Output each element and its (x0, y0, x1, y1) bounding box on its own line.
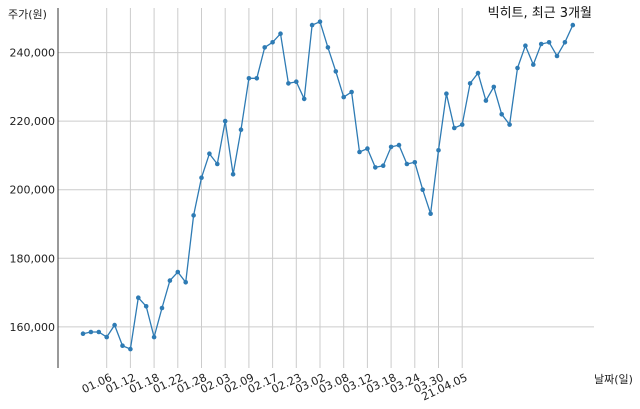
y-tick-label: 160,000 (10, 321, 56, 334)
data-point (246, 76, 252, 81)
data-point (436, 148, 441, 153)
grid-lines (58, 8, 594, 368)
data-point (112, 322, 117, 328)
y-tick-labels: 160,000 180,000 200,000 220,000 240,000 (10, 47, 56, 334)
data-point (151, 334, 157, 340)
y-axis-label: 주가(원) (8, 8, 47, 21)
y-tick-label: 220,000 (10, 115, 56, 128)
x-tick-label: 21.04.05 (420, 371, 470, 403)
y-tick-label: 240,000 (10, 47, 56, 60)
data-point (286, 81, 291, 86)
data-point (396, 142, 402, 148)
data-point (143, 304, 149, 309)
data-point (207, 151, 212, 156)
data-point (467, 81, 473, 86)
data-point (507, 122, 512, 127)
data-point (562, 40, 568, 45)
data-point (309, 22, 315, 28)
data-point (373, 165, 378, 170)
data-point (444, 91, 449, 96)
data-point (357, 149, 362, 155)
y-tick-label: 200,000 (10, 184, 56, 197)
x-axis-label: 날짜(일) (594, 372, 633, 386)
data-point (183, 280, 188, 285)
data-point (452, 125, 457, 131)
data-point (475, 70, 481, 76)
data-point (230, 172, 236, 177)
data-point (333, 69, 339, 74)
data-point (80, 331, 86, 337)
data-point (278, 31, 283, 36)
data-point (191, 213, 196, 218)
data-point (254, 76, 260, 81)
data-point (499, 112, 505, 117)
data-point (491, 84, 497, 90)
data-point (167, 278, 173, 283)
data-point (570, 22, 576, 28)
data-point (262, 45, 268, 50)
data-point (88, 329, 94, 335)
data-point (483, 98, 489, 103)
data-point (459, 122, 465, 127)
data-point (120, 343, 125, 349)
data-point (159, 305, 165, 311)
data-point (222, 118, 228, 124)
data-point (104, 334, 109, 340)
data-point (428, 211, 433, 216)
data-point (238, 127, 244, 132)
series-line (82, 20, 574, 351)
data-point (531, 62, 536, 67)
data-point (380, 163, 386, 168)
data-point (388, 144, 394, 150)
y-tick-label: 180,000 (10, 252, 56, 265)
chart-title: 빅히트, 최근 3개월 (488, 6, 592, 21)
data-point (404, 161, 410, 167)
data-point (349, 89, 354, 95)
data-point (136, 295, 141, 301)
x-tick-labels: 01.0601.1201.1801.2201.2802.0302.0902.17… (80, 371, 470, 403)
data-point (325, 45, 331, 50)
data-point (199, 175, 204, 180)
data-point (317, 19, 323, 25)
data-point (420, 187, 426, 192)
data-point (128, 346, 133, 352)
data-point (538, 41, 544, 47)
data-point (270, 40, 275, 45)
data-point (365, 146, 370, 151)
data-point (523, 43, 528, 48)
data-point (175, 269, 181, 275)
data-point (554, 53, 560, 59)
data-points (80, 19, 576, 352)
data-point (412, 160, 418, 165)
data-point (294, 79, 299, 84)
data-point (215, 161, 220, 167)
data-point (515, 65, 520, 71)
data-point (546, 40, 552, 45)
data-point (301, 96, 307, 102)
data-point (341, 94, 347, 100)
data-point (96, 329, 102, 335)
